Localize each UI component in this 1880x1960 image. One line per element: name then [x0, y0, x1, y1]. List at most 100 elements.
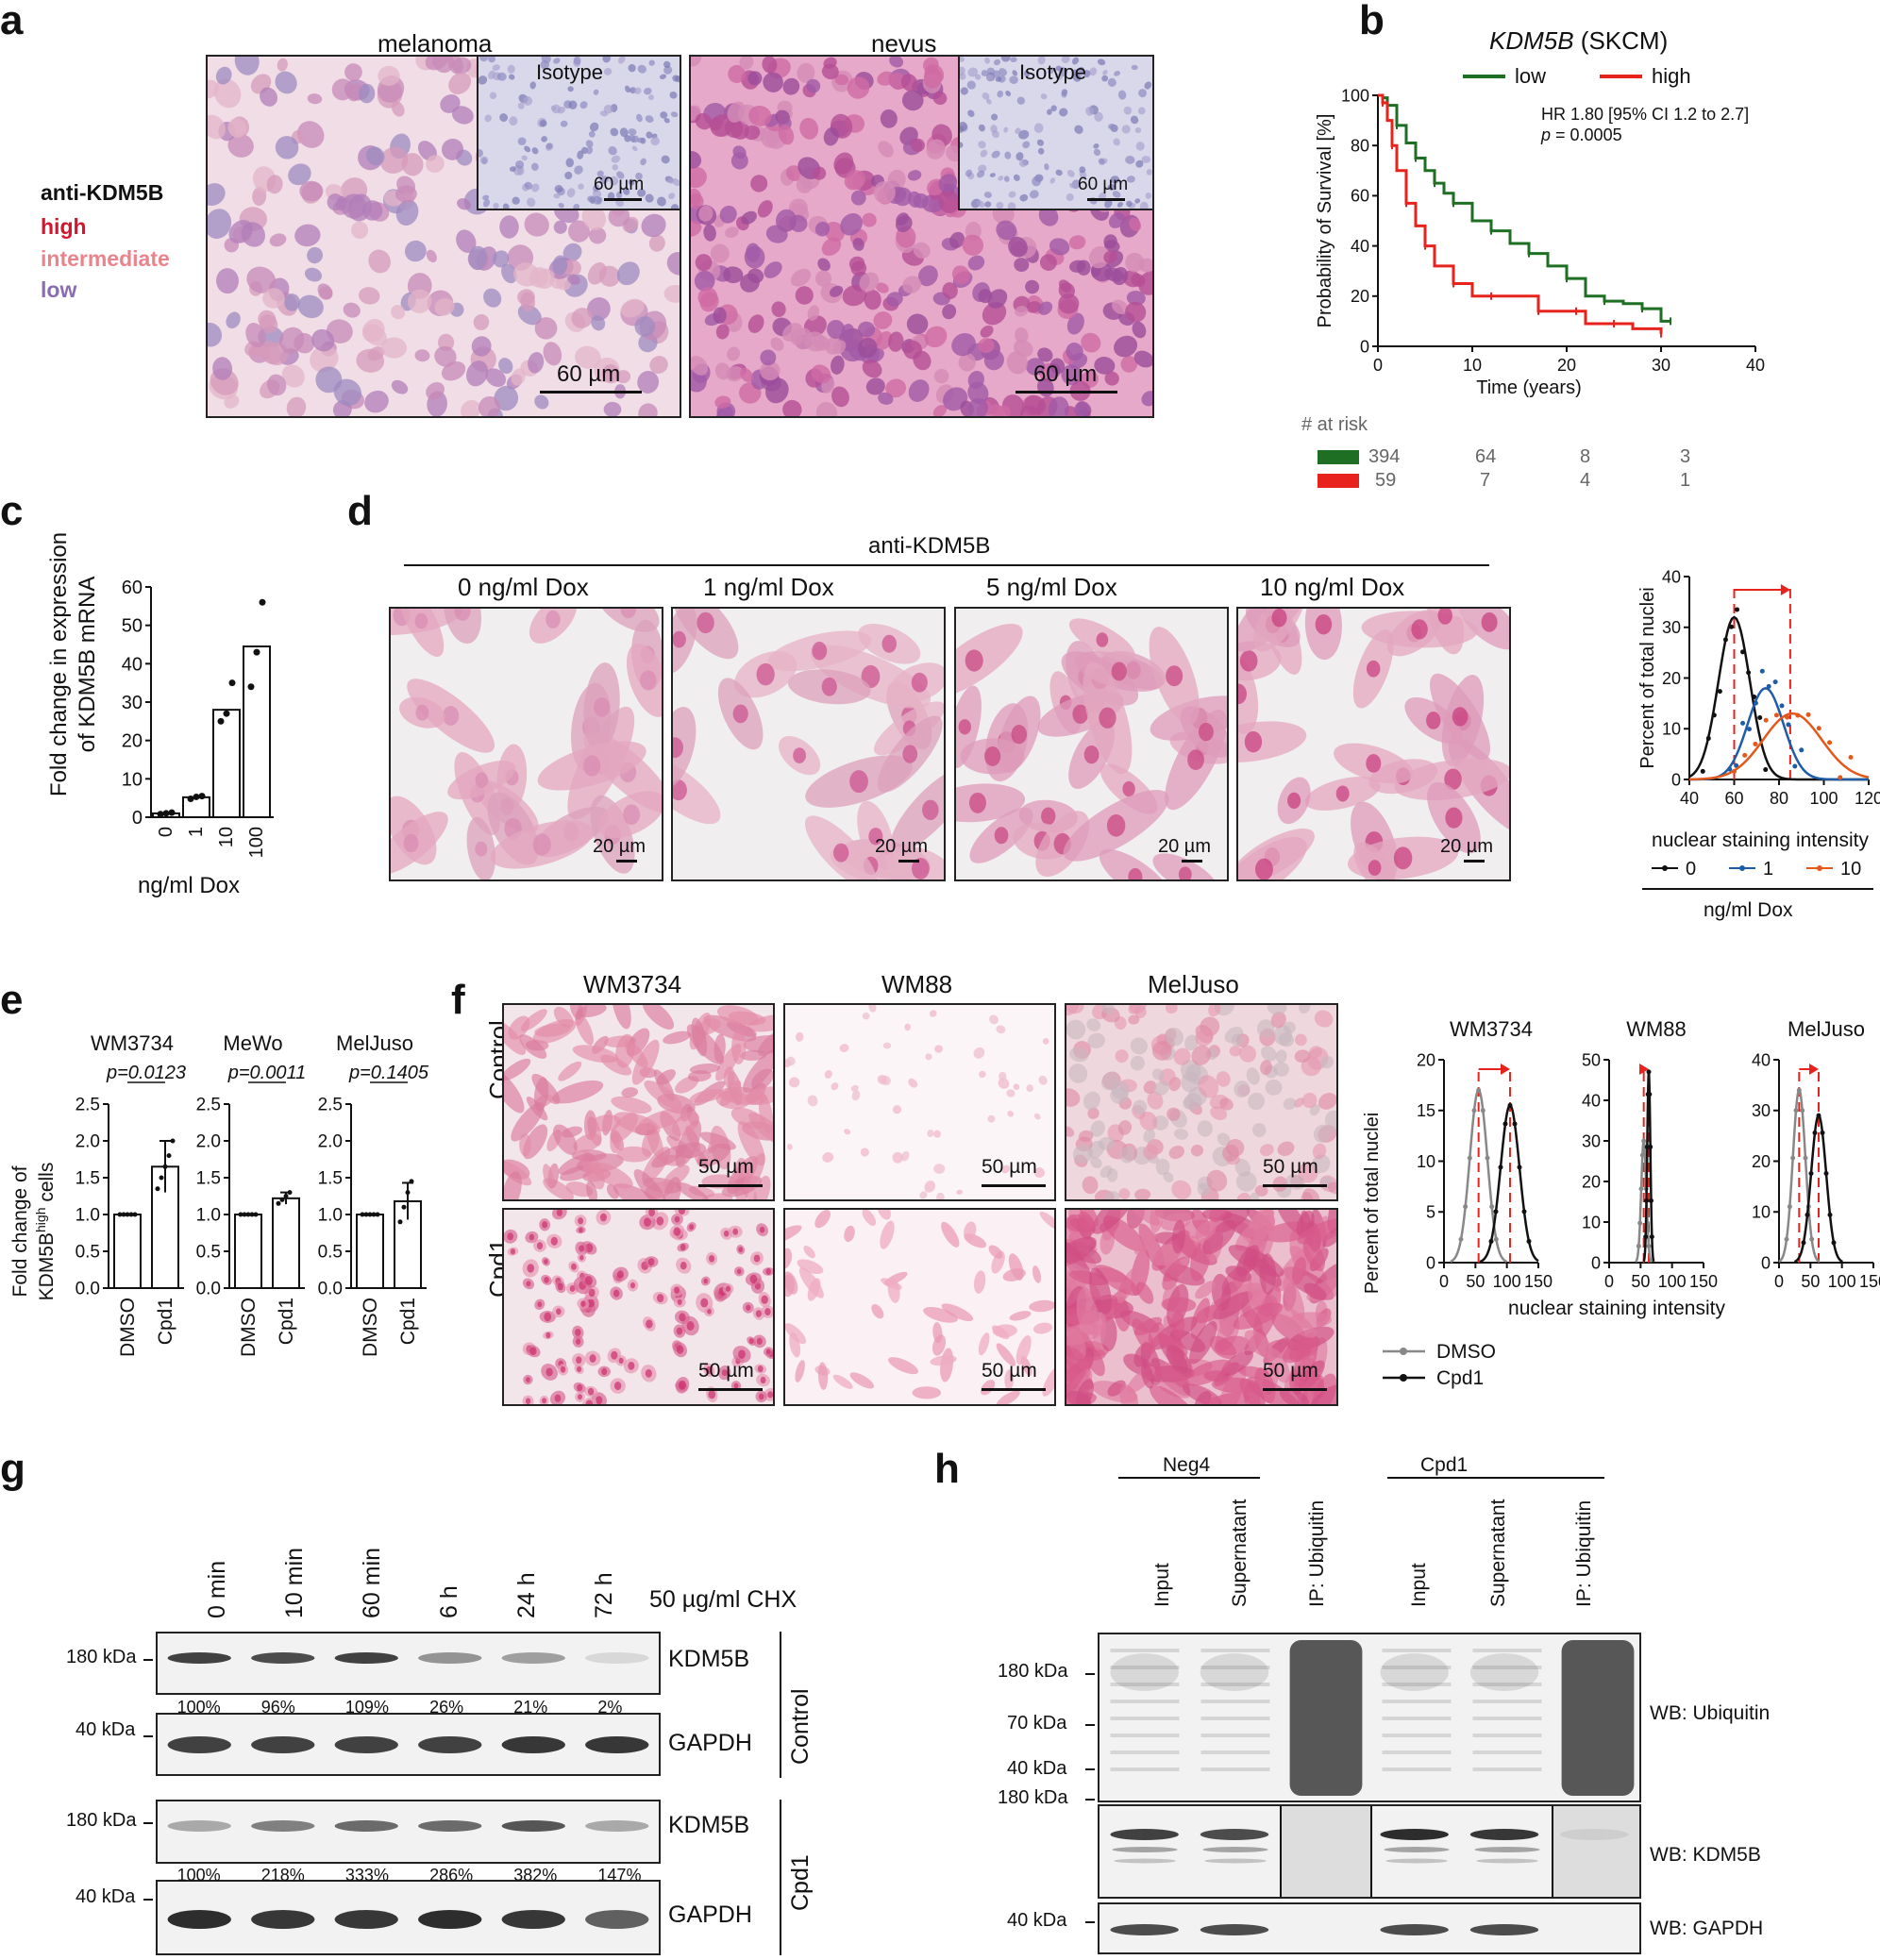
- nucleus: [707, 1308, 712, 1315]
- data-point: [1827, 1212, 1833, 1217]
- x-tick-label: 100: [1493, 1272, 1521, 1291]
- cell: [929, 1010, 937, 1017]
- cell: [1050, 105, 1057, 112]
- nucleus: [968, 792, 986, 813]
- cell: [1048, 396, 1069, 416]
- cell: [967, 255, 985, 271]
- cell: [1195, 1281, 1217, 1299]
- x-tick-label: 100: [1658, 1272, 1687, 1291]
- cell: [260, 87, 278, 107]
- cell: [288, 163, 311, 186]
- cell: [1085, 106, 1095, 116]
- cell: [1020, 405, 1041, 416]
- cell: [1256, 1019, 1275, 1038]
- cell: [663, 65, 673, 75]
- cell: [245, 323, 266, 348]
- cell: [1009, 1311, 1032, 1321]
- band: [585, 1652, 649, 1664]
- f-scale-bar-2: [982, 1184, 1046, 1187]
- cell: [798, 1267, 824, 1298]
- cell: [1013, 1083, 1020, 1091]
- cell: [553, 58, 561, 64]
- cell: [1125, 252, 1145, 273]
- data-point: [1732, 768, 1737, 774]
- cell: [1118, 1188, 1131, 1199]
- cell: [284, 293, 300, 311]
- cell: [760, 349, 777, 366]
- cell: [1042, 1365, 1054, 1397]
- cell: [586, 297, 611, 321]
- band: [1385, 1858, 1448, 1864]
- cell: [691, 1017, 708, 1057]
- nucleus: [578, 1217, 584, 1225]
- data-point: [1763, 767, 1769, 773]
- band: [501, 1910, 565, 1929]
- nucleus: [1444, 768, 1462, 791]
- y-tick-label: 20: [1662, 669, 1681, 688]
- cell: [1108, 212, 1125, 228]
- cell: [1008, 191, 1016, 198]
- band: [251, 1820, 315, 1832]
- smear-band: [1472, 1767, 1542, 1771]
- cell: [910, 138, 926, 152]
- cell: [567, 86, 574, 92]
- cell: [981, 70, 989, 76]
- cell: [965, 169, 972, 177]
- cell: [1248, 1092, 1266, 1111]
- category-label: Cpd1: [155, 1298, 176, 1345]
- cell: [782, 77, 800, 95]
- cell: [1082, 1176, 1099, 1195]
- nucleus: [757, 1365, 764, 1373]
- smear-band: [1382, 1734, 1452, 1737]
- cell: [697, 1143, 731, 1167]
- panel-a-legend-low: low: [41, 277, 77, 302]
- cell: [996, 1343, 1016, 1366]
- cell: [960, 66, 965, 76]
- cell: [1066, 1126, 1075, 1137]
- cell: [862, 212, 877, 227]
- legend-marker-10: [1817, 865, 1822, 871]
- cell: [1095, 1265, 1139, 1296]
- f-scale-bar-6: [1263, 1388, 1327, 1391]
- dox-0-micrograph: [389, 607, 663, 881]
- cell: [588, 226, 607, 244]
- cell: [615, 199, 625, 208]
- data-point: [1705, 735, 1711, 741]
- cell: [1026, 301, 1041, 313]
- wm88-control-micrograph: [783, 1003, 1056, 1201]
- data-point: [279, 1197, 285, 1202]
- cell: [1058, 279, 1072, 293]
- y-tick-label: 0.5: [76, 1243, 100, 1263]
- legend-label-high: high: [1652, 64, 1691, 88]
- data-point: [1498, 1164, 1503, 1170]
- cell: [992, 70, 1001, 78]
- nucleus: [984, 745, 1001, 766]
- cell: [615, 191, 623, 199]
- x-tick-label: 0: [1439, 1272, 1449, 1291]
- smear-band: [1382, 1649, 1452, 1652]
- y-tick-label: 40: [122, 654, 143, 675]
- cell: [760, 360, 781, 381]
- cell: [1036, 139, 1045, 146]
- band: [501, 1736, 565, 1753]
- cell: [1277, 1141, 1295, 1157]
- ip-smear: [1561, 1640, 1635, 1796]
- cell: [208, 114, 227, 140]
- dox-legend-title: ng/ml Dox: [1704, 899, 1793, 921]
- nucleus: [550, 1236, 559, 1246]
- cell: [1059, 108, 1068, 117]
- data-point: [360, 1212, 365, 1217]
- cell: [964, 1221, 977, 1241]
- nucleus: [415, 704, 429, 721]
- cell: [395, 185, 417, 203]
- smear-band: [1110, 1751, 1180, 1754]
- cell: [563, 260, 581, 276]
- cell: [847, 76, 870, 99]
- curve-0: [1688, 615, 1869, 781]
- cell: [1108, 123, 1115, 129]
- smear-band: [1472, 1717, 1542, 1720]
- cell: [1015, 127, 1021, 134]
- cell: [660, 111, 668, 119]
- nucleus: [475, 772, 489, 788]
- data-point: [1757, 714, 1763, 720]
